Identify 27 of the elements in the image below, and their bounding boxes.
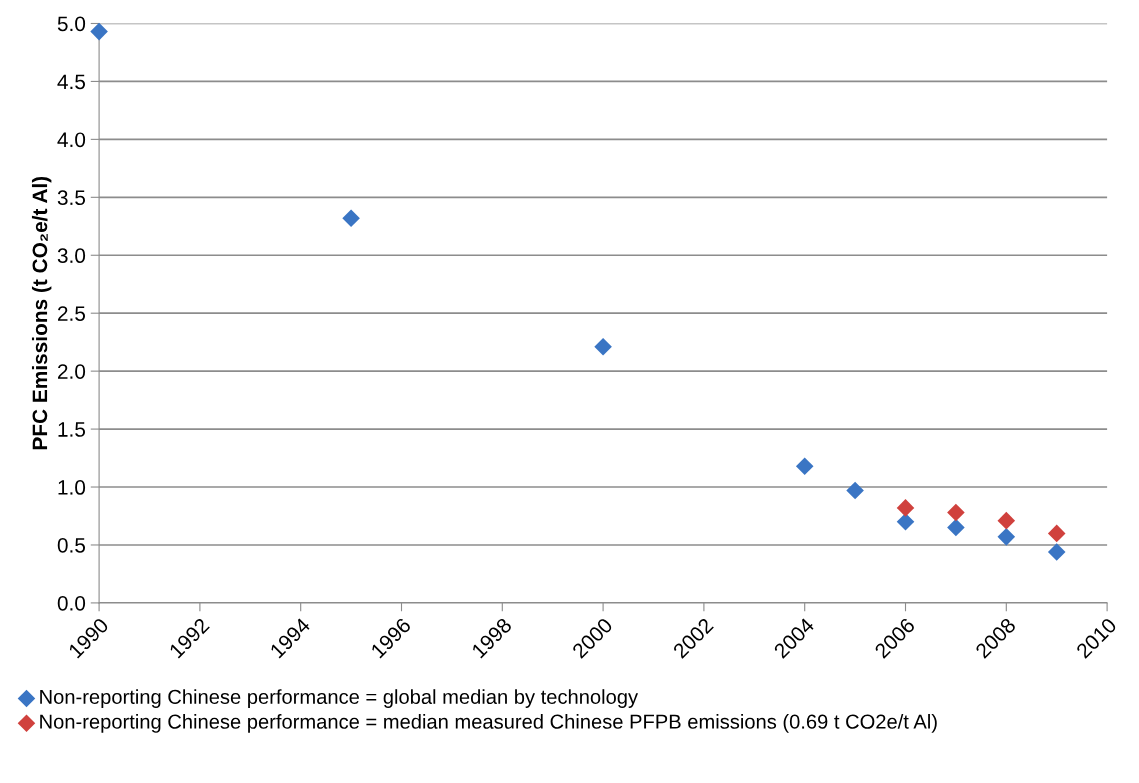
y-tick-label: 5.0 [57, 16, 86, 32]
point [896, 513, 915, 531]
y-tick-label: 4.0 [57, 132, 86, 148]
point [594, 338, 612, 356]
y-tick-label: 1.5 [58, 422, 86, 437]
point [1047, 543, 1066, 561]
y-tick-label: 1.0 [58, 480, 86, 495]
y-tick-label: 0.0 [57, 595, 86, 611]
point [997, 528, 1016, 546]
point [1047, 524, 1066, 543]
point [342, 209, 360, 227]
y-tick-label: 3.0 [57, 248, 86, 264]
point [795, 457, 814, 475]
point [997, 511, 1016, 530]
y-tick-label: 3.5 [57, 190, 86, 206]
point [90, 22, 108, 41]
point [846, 481, 864, 500]
y-tick-label: 0.5 [57, 537, 86, 553]
legend-label: Non-reporting Chinese performance = median measured Chinese PFPB emissions (0.69 t CO2e/t Al) [40, 714, 937, 733]
y-axis-title: PFC Emissions (t CO₂e/t Al) [31, 176, 52, 450]
point [947, 503, 965, 522]
point [896, 499, 915, 517]
y-tick-label: 4.5 [57, 74, 86, 90]
y-tick-label: 2.0 [57, 364, 86, 379]
point [947, 518, 965, 537]
y-tick-label: 2.5 [57, 306, 86, 321]
legend-label: Non-reporting Chinese performance = global median by technology [40, 689, 639, 708]
